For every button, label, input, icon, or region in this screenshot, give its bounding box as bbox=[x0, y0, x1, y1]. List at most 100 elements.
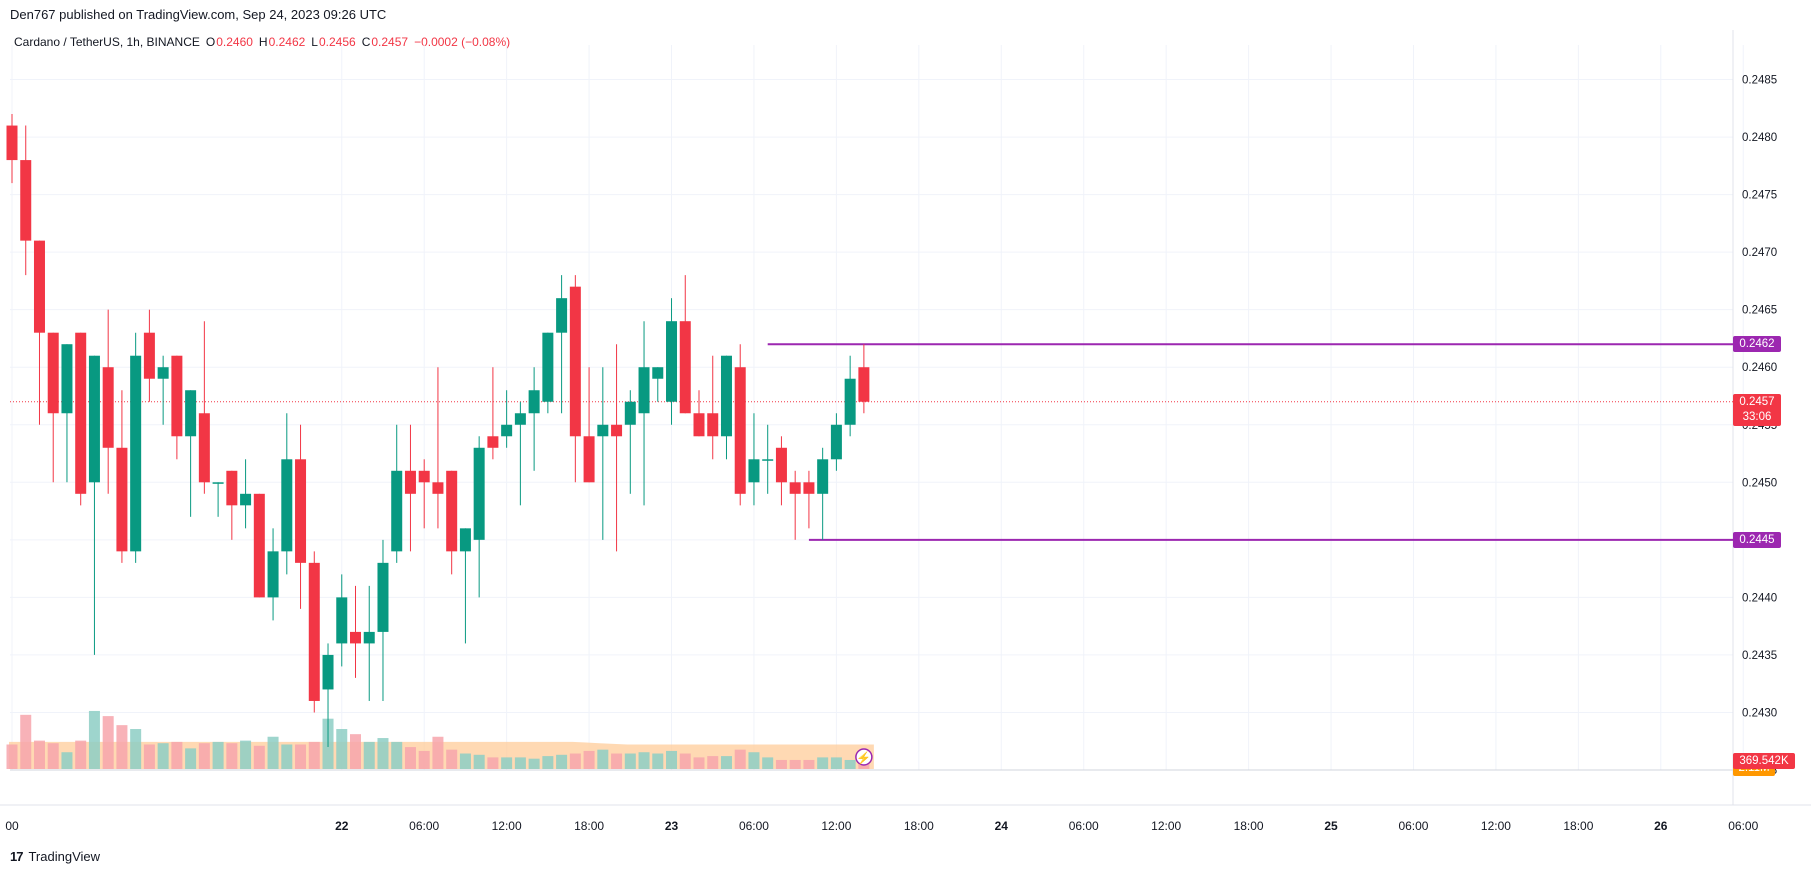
volume-bar bbox=[459, 753, 471, 769]
time-tick-label: 18:00 bbox=[1234, 819, 1264, 833]
volume-bar bbox=[267, 736, 279, 769]
volume-bar bbox=[240, 740, 252, 769]
candle-body bbox=[391, 470, 403, 552]
volume-bar bbox=[734, 749, 746, 769]
volume-bar bbox=[473, 754, 485, 769]
candle-body bbox=[6, 125, 18, 161]
volume-bar bbox=[171, 741, 183, 769]
bar-countdown: 33:06 bbox=[1742, 410, 1772, 423]
volume-bar bbox=[762, 757, 774, 769]
candle-body bbox=[336, 597, 348, 644]
time-tick-label: 06:00 bbox=[1728, 819, 1758, 833]
volume-bar bbox=[212, 741, 224, 769]
symbol-name[interactable]: Cardano / TetherUS, 1h, BINANCE bbox=[14, 35, 200, 49]
candle-body bbox=[432, 482, 444, 494]
brand-name: TradingView bbox=[28, 849, 101, 864]
candle-body bbox=[61, 344, 73, 414]
lightning-icon: ⚡ bbox=[856, 751, 871, 765]
candle-body bbox=[624, 401, 636, 425]
candle-body bbox=[377, 562, 389, 632]
candle-body bbox=[501, 424, 513, 437]
volume-bar bbox=[624, 753, 636, 769]
volume-bar bbox=[446, 749, 458, 769]
volume-bar bbox=[583, 750, 595, 769]
candle-body bbox=[363, 631, 375, 644]
volume-bar bbox=[198, 743, 210, 769]
candle-body bbox=[597, 424, 609, 437]
candle-body bbox=[295, 459, 307, 563]
candle-body bbox=[47, 332, 59, 414]
volume-bar bbox=[775, 759, 787, 769]
time-tick-label: 06:00 bbox=[1398, 819, 1428, 833]
time-tick-label: 06:00 bbox=[1069, 819, 1099, 833]
candle-body bbox=[487, 436, 499, 448]
volume-bar bbox=[707, 756, 719, 769]
volume-bar bbox=[693, 757, 705, 769]
price-tick-label: 0.2470 bbox=[1742, 247, 1777, 259]
candle-body bbox=[308, 562, 320, 701]
candle-body bbox=[253, 493, 265, 598]
volume-bar bbox=[404, 747, 416, 769]
candle-body bbox=[267, 551, 279, 598]
candle-body bbox=[569, 286, 581, 437]
candle-body bbox=[350, 631, 361, 644]
volume-bar bbox=[143, 744, 155, 769]
volume-bar bbox=[844, 759, 856, 769]
candle-body bbox=[212, 482, 224, 484]
volume-bar bbox=[253, 745, 265, 769]
horizontal-levels bbox=[10, 343, 1733, 541]
support-price-badge: 0.2445 bbox=[1733, 531, 1781, 548]
time-tick-label: 06:00 bbox=[739, 819, 769, 833]
candle-body bbox=[762, 459, 774, 461]
time-tick-label: 12:00 bbox=[492, 819, 522, 833]
last-price-badge: 0.2457 33:06 bbox=[1733, 393, 1781, 426]
candle-body bbox=[446, 470, 458, 552]
volume-bar bbox=[514, 757, 526, 769]
volume-bar bbox=[611, 753, 623, 769]
candle-body bbox=[404, 470, 416, 494]
volume-bar bbox=[542, 756, 554, 769]
candle-body bbox=[666, 321, 678, 402]
time-tick-label: 12:00 bbox=[1151, 819, 1181, 833]
time-tick-label: 22 bbox=[335, 819, 349, 833]
volume-bar bbox=[830, 757, 842, 769]
volume-bar bbox=[432, 736, 444, 769]
price-tick-label: 0.2485 bbox=[1742, 75, 1777, 87]
candle-body bbox=[102, 367, 114, 448]
volume-bar bbox=[295, 744, 307, 769]
event-marker-icon bbox=[855, 748, 873, 766]
volume-bar bbox=[487, 757, 499, 769]
candle-body bbox=[116, 447, 128, 552]
volume-bar bbox=[363, 741, 375, 769]
price-tick-label: 0.2450 bbox=[1742, 477, 1777, 489]
volume-bar bbox=[116, 725, 128, 769]
volume-bar bbox=[47, 743, 59, 769]
candle-body bbox=[88, 355, 100, 483]
price-tick-label: 0.2430 bbox=[1742, 707, 1777, 719]
volume-bar bbox=[102, 716, 114, 769]
ohlc-close: C0.2457 bbox=[361, 35, 409, 49]
time-tick-label: 00 bbox=[5, 819, 19, 833]
candle-body bbox=[171, 355, 183, 437]
candle-body bbox=[748, 459, 760, 483]
volume-bar bbox=[638, 752, 650, 769]
tradingview-brand[interactable]: 17 TradingView bbox=[10, 849, 100, 864]
time-tick-label: 24 bbox=[995, 819, 1009, 833]
volume-bar bbox=[350, 734, 361, 769]
candle-body bbox=[75, 332, 87, 494]
candle-body bbox=[830, 424, 842, 460]
candle-body bbox=[775, 447, 787, 483]
volume-bar bbox=[185, 748, 197, 769]
candle-body bbox=[858, 367, 870, 402]
volume-bar bbox=[336, 729, 348, 769]
volume-badge: 369.542K bbox=[1733, 753, 1795, 769]
resistance-price-badge: 0.2462 bbox=[1733, 336, 1781, 353]
candle-body bbox=[418, 470, 430, 483]
price-tick-label: 0.2435 bbox=[1742, 650, 1777, 662]
volume-bar bbox=[569, 753, 581, 769]
candle-body bbox=[157, 367, 169, 379]
tradingview-logo-icon: 17 bbox=[10, 849, 24, 864]
time-tick-label: 26 bbox=[1654, 819, 1668, 833]
candle-body bbox=[226, 470, 238, 506]
